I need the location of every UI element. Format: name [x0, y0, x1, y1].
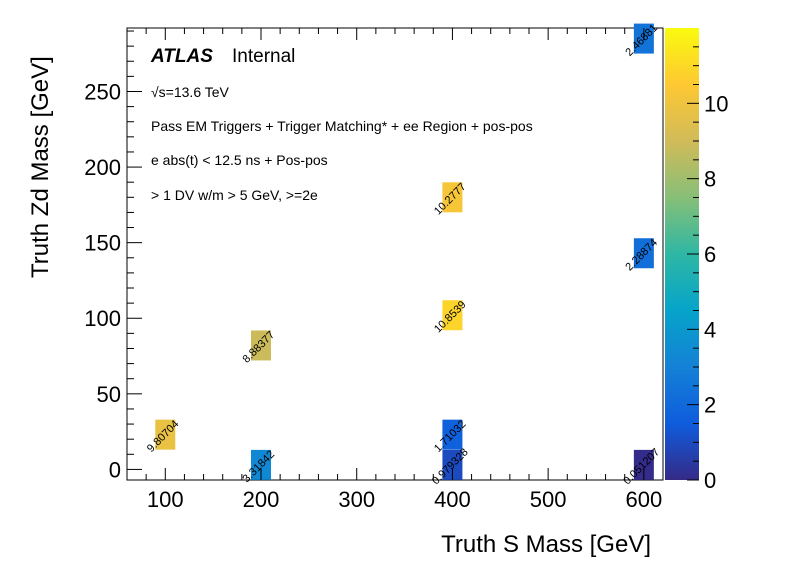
internal-label: Internal: [232, 46, 295, 67]
y-tick-label: 150: [84, 231, 121, 256]
y-tick-label: 50: [97, 382, 121, 407]
colorbar-tick-label: 8: [704, 167, 716, 192]
heatmap-cell: [155, 419, 176, 450]
heatmap-cell: [442, 300, 463, 331]
selection-line-2: e abs(t) < 12.5 ns + Pos-pos: [151, 152, 328, 168]
colorbar-tick-label: 0: [704, 468, 716, 493]
x-tick-label: 400: [434, 487, 471, 512]
atlas-label: ATLAS: [150, 46, 213, 67]
heatmap-cell: [251, 330, 271, 361]
selection-line-1: Pass EM Triggers + Trigger Matching* + e…: [151, 118, 533, 134]
colorbar-tick-label: 2: [704, 393, 716, 418]
energy-label: √s=13.6 TeV: [151, 84, 230, 100]
y-tick-label: 250: [84, 79, 121, 104]
colorbar-axis: 0 2 4 6 8 10: [687, 46, 728, 493]
y-tick-label: 0: [109, 457, 121, 482]
x-tick-label: 100: [147, 487, 184, 512]
x-tick-label: 500: [530, 487, 567, 512]
heatmap-cell: [251, 449, 271, 480]
heatmap-cell: [633, 238, 654, 269]
heatmap-cell: [442, 449, 463, 480]
colorbar-tick-label: 6: [704, 242, 716, 267]
y-tick-label: 100: [84, 306, 121, 331]
x-tick-label: 200: [243, 487, 280, 512]
axes-layer: 100 200 300 400 500 600 0 50 100 150 200 250: [84, 28, 664, 512]
colorbar-tick-label: 10: [704, 91, 728, 116]
heatmap-cell: [442, 419, 463, 450]
y-tick-label: 200: [84, 155, 121, 180]
selection-line-3: > 1 DV w/m > 5 GeV, >=2e: [151, 187, 318, 203]
x-axis-title: Truth S Mass [GeV]: [441, 531, 651, 558]
x-tick-label: 300: [338, 487, 375, 512]
y-axis-title: Truth Zd Mass [GeV]: [27, 56, 54, 278]
heatmap-cell: [633, 449, 654, 480]
x-tick-label: 600: [625, 487, 662, 512]
heatmap-cell: [442, 182, 463, 213]
colorbar-tick-label: 4: [704, 317, 716, 342]
